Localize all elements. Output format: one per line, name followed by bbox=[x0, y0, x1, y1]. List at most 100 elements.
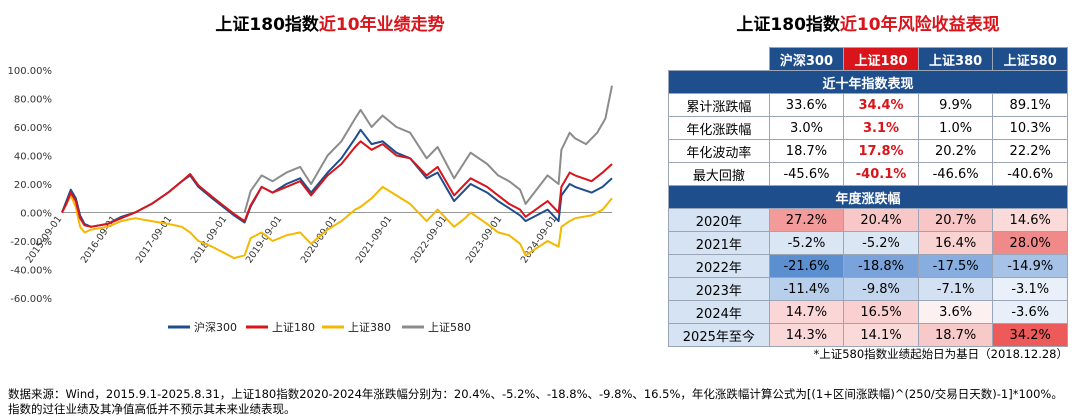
table-cell: -14.9% bbox=[992, 254, 1068, 278]
x-tick-label: 2020-09-01 bbox=[299, 214, 340, 266]
y-tick-label: 100.00% bbox=[8, 66, 53, 77]
header-sz180: 上证180 bbox=[843, 47, 919, 71]
section-row-annual: 年度涨跌幅 bbox=[668, 185, 1068, 209]
annual-rows: 2020年 27.2% 20.4% 20.7% 14.6% 2021年 -5.2% -5.2%… bbox=[668, 208, 1068, 347]
series-line-2 bbox=[61, 185, 613, 260]
table-cell: 14.3% bbox=[768, 323, 845, 347]
x-tick-label: 2022-09-01 bbox=[409, 214, 450, 266]
table-cell: -5.2% bbox=[843, 231, 919, 255]
table-cell: 3.6% bbox=[917, 300, 994, 324]
table-cell: -9.8% bbox=[843, 277, 919, 301]
table-row: 2024年 14.7% 16.5% 3.6% -3.6% bbox=[668, 300, 1068, 324]
table-cell: -3.1% bbox=[992, 277, 1068, 301]
table-cell: -5.2% bbox=[768, 231, 845, 255]
table-cell: 14.7% bbox=[768, 300, 845, 324]
line-chart: 100.00% 80.00% 60.00% 40.00% 20.00% 0.00% -20.… bbox=[8, 66, 613, 334]
legend-label: 沪深300 bbox=[194, 320, 237, 334]
row-label: 2022年 bbox=[668, 254, 770, 278]
y-tick-label: -20.00% bbox=[10, 237, 52, 248]
row-label: 最大回撤 bbox=[668, 162, 770, 186]
row-label: 2025年至今 bbox=[668, 323, 770, 347]
legend-label: 上证180 bbox=[272, 321, 315, 334]
table-cell: 3.1% bbox=[843, 116, 919, 140]
header-sz580: 上证580 bbox=[992, 47, 1068, 71]
table-row: 2023年 -11.4% -9.8% -7.1% -3.1% bbox=[668, 277, 1068, 301]
y-tick-label: 80.00% bbox=[14, 95, 52, 106]
table-cell: 14.6% bbox=[992, 208, 1068, 232]
table-cell: 18.7% bbox=[917, 323, 994, 347]
row-label: 2023年 bbox=[668, 277, 770, 301]
table-cell: 34.4% bbox=[843, 93, 919, 117]
table-title: 上证180指数近10年风险收益表现 bbox=[668, 10, 1068, 35]
row-label: 年化波动率 bbox=[668, 139, 770, 163]
table-cell: -45.6% bbox=[768, 162, 845, 186]
table-cell: 89.1% bbox=[992, 93, 1068, 117]
chart-title-main: 上证180指数 bbox=[215, 15, 319, 35]
y-tick-label: -60.00% bbox=[10, 294, 52, 305]
table-cell: 10.3% bbox=[992, 116, 1068, 140]
footnote: 数据来源：Wind，2015.9.1-2025.8.31，上证180指数2020… bbox=[8, 387, 1063, 416]
header-blank-cell bbox=[668, 47, 770, 71]
section-annual: 年度涨跌幅 bbox=[668, 185, 1068, 209]
table-note: *上证580指数业绩起始日为基日（2018.12.28） bbox=[813, 347, 1068, 361]
row-label: 2024年 bbox=[668, 300, 770, 324]
y-tick-label: 40.00% bbox=[14, 152, 52, 163]
performance-table: 沪深300 上证180 上证380 上证580 近十年指数表现 累计涨跌幅 33.… bbox=[668, 47, 1068, 347]
section-row-ten-year: 近十年指数表现 bbox=[668, 70, 1068, 94]
table-cell: 28.0% bbox=[992, 231, 1068, 255]
y-tick-label: 0.00% bbox=[20, 209, 52, 220]
row-label: 2021年 bbox=[668, 231, 770, 255]
header-sz380: 上证380 bbox=[917, 47, 994, 71]
table-row: 2025年至今 14.3% 14.1% 18.7% 34.2% bbox=[668, 323, 1068, 347]
table-cell: 33.6% bbox=[768, 93, 845, 117]
table-cell: 3.0% bbox=[768, 116, 845, 140]
table-cell: 20.2% bbox=[917, 139, 994, 163]
table-title-main: 上证180指数 bbox=[736, 15, 840, 35]
table-row: 年化波动率 18.7% 17.8% 20.2% 22.2% bbox=[668, 139, 1068, 163]
table-cell: 14.1% bbox=[843, 323, 919, 347]
y-tick-label: -40.00% bbox=[10, 266, 52, 277]
chart-title-highlight: 近10年业绩走势 bbox=[318, 15, 445, 35]
table-cell: -40.6% bbox=[992, 162, 1068, 186]
table-row: 2020年 27.2% 20.4% 20.7% 14.6% bbox=[668, 208, 1068, 232]
table-title-highlight: 近10年风险收益表现 bbox=[839, 15, 1000, 35]
table-cell: -46.6% bbox=[917, 162, 994, 186]
series-line-3 bbox=[243, 85, 613, 213]
table-cell: 34.2% bbox=[992, 323, 1068, 347]
row-label: 累计涨跌幅 bbox=[668, 93, 770, 117]
table-cell: -18.8% bbox=[843, 254, 919, 278]
table-cell: 18.7% bbox=[768, 139, 845, 163]
table-cell: -40.1% bbox=[843, 162, 919, 186]
table-row: 累计涨跌幅 33.6% 34.4% 9.9% 89.1% bbox=[668, 93, 1068, 117]
legend-label: 上证580 bbox=[428, 321, 471, 334]
x-tick-label: 2021-09-01 bbox=[354, 214, 395, 266]
table-cell: 16.5% bbox=[843, 300, 919, 324]
table-cell: -17.5% bbox=[917, 254, 994, 278]
table-cell: 27.2% bbox=[768, 208, 845, 232]
table-row: 最大回撤 -45.6% -40.1% -46.6% -40.6% bbox=[668, 162, 1068, 186]
row-label: 年化涨跌幅 bbox=[668, 116, 770, 140]
y-tick-label: 60.00% bbox=[14, 123, 52, 134]
table-cell: 1.0% bbox=[917, 116, 994, 140]
table-cell: 16.4% bbox=[917, 231, 994, 255]
table-row: 2022年 -21.6% -18.8% -17.5% -14.9% bbox=[668, 254, 1068, 278]
table-cell: 17.8% bbox=[843, 139, 919, 163]
table-cell: -7.1% bbox=[917, 277, 994, 301]
header-hs300: 沪深300 bbox=[768, 47, 845, 71]
table-cell: 22.2% bbox=[992, 139, 1068, 163]
section-ten-year: 近十年指数表现 bbox=[668, 70, 1068, 94]
row-label: 2020年 bbox=[668, 208, 770, 232]
ten-year-rows: 累计涨跌幅 33.6% 34.4% 9.9% 89.1% 年化涨跌幅 3.0% 3.1% 1.0… bbox=[668, 93, 1068, 186]
table-cell: -11.4% bbox=[768, 277, 845, 301]
series-line-1 bbox=[61, 140, 613, 228]
table-row: 2021年 -5.2% -5.2% 16.4% 28.0% bbox=[668, 231, 1068, 255]
legend-label: 上证380 bbox=[348, 321, 391, 334]
x-tick-label: 2018-09-01 bbox=[189, 214, 230, 266]
y-tick-label: 20.00% bbox=[14, 180, 52, 191]
table-cell: -3.6% bbox=[992, 300, 1068, 324]
table-cell: 20.4% bbox=[843, 208, 919, 232]
table-row: 年化涨跌幅 3.0% 3.1% 1.0% 10.3% bbox=[668, 116, 1068, 140]
chart-title: 上证180指数近10年业绩走势 bbox=[60, 10, 600, 35]
table-cell: 20.7% bbox=[917, 208, 994, 232]
table-header-row: 沪深300 上证180 上证380 上证580 bbox=[668, 47, 1068, 71]
